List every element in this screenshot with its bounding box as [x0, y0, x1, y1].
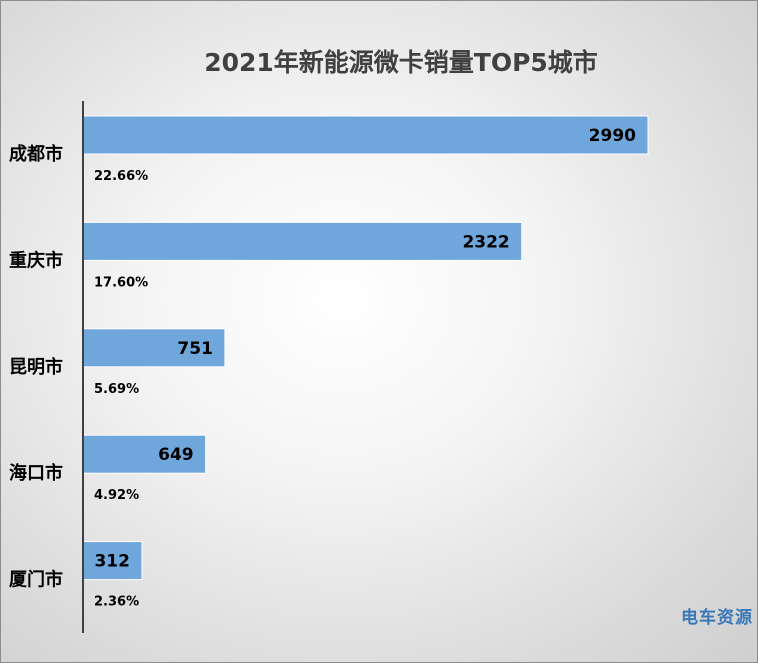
category-label: 重庆市: [9, 249, 63, 271]
bar-value-label: 2990: [589, 126, 636, 146]
bar-value-label: 751: [177, 339, 213, 359]
category-label: 厦门市: [9, 569, 63, 591]
bar: [82, 221, 523, 261]
bar-value-label: 2322: [462, 232, 509, 252]
bar: [82, 115, 649, 155]
chart-title: 2021年新能源微卡销量TOP5城市: [204, 48, 598, 77]
share-label: 4.92%: [94, 488, 139, 503]
share-label: 22.66%: [94, 169, 148, 184]
category-label: 昆明市: [9, 356, 63, 378]
share-label: 17.60%: [94, 275, 148, 290]
bar: [82, 434, 207, 474]
category-label: 成都市: [9, 143, 63, 165]
category-label: 海口市: [9, 462, 63, 484]
bar-value-label: 312: [94, 552, 130, 572]
bar: [82, 328, 226, 368]
watermark-logo: 电车资源: [681, 608, 753, 628]
bar: [82, 541, 143, 581]
share-label: 5.69%: [94, 382, 139, 397]
share-label: 2.36%: [94, 595, 139, 610]
bar-value-label: 649: [158, 445, 194, 465]
